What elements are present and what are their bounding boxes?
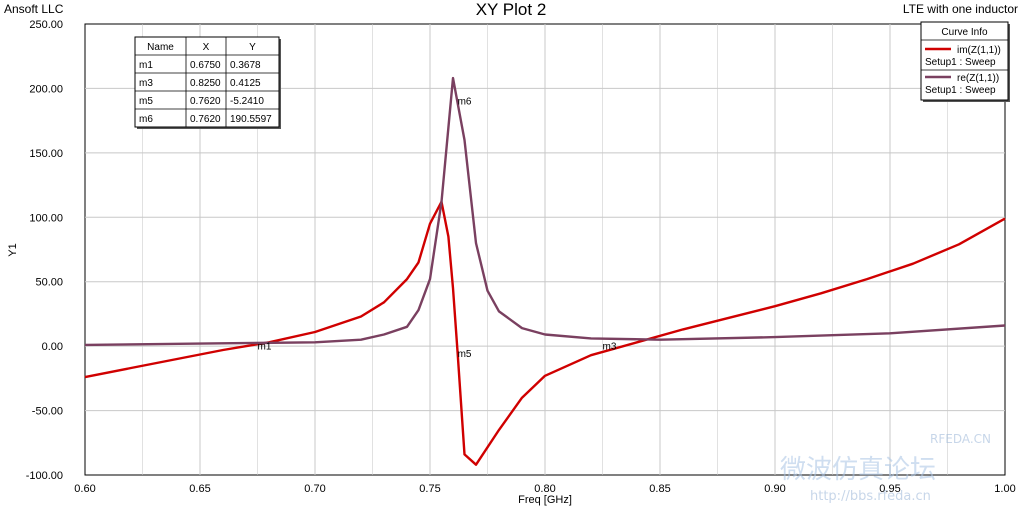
- marker-label-m1: m1: [258, 342, 272, 353]
- y-tick-label: -100.00: [26, 470, 63, 482]
- grid: [85, 24, 1005, 475]
- marker-table-cell: 0.3678: [230, 60, 261, 71]
- marker-label-m6: m6: [458, 97, 472, 108]
- marker-table-header: Y: [249, 42, 256, 53]
- watermark: RFEDA.CN 微波仿真论坛 http://bbs.rfeda.cn: [780, 432, 991, 504]
- x-tick-label: 1.00: [994, 483, 1015, 495]
- marker-table-frame: [134, 36, 280, 128]
- x-tick-label: 0.75: [419, 483, 440, 495]
- legend-entry-setup: Setup1 : Sweep: [925, 85, 996, 96]
- legend-entry-name: im(Z(1,1)): [957, 45, 1001, 56]
- series-line-im-z-1-1-: [84, 200, 1006, 466]
- series-layer: [84, 76, 1006, 466]
- x-tick-label: 0.70: [304, 483, 325, 495]
- marker-table-cell: 190.5597: [230, 114, 272, 125]
- marker-table-cell: -5.2410: [230, 96, 264, 107]
- marker-table-cell: m6: [139, 114, 153, 125]
- marker-table-cell: m3: [139, 78, 153, 89]
- marker-label-m3: m3: [603, 342, 617, 353]
- chart-title: XY Plot 2: [476, 0, 547, 19]
- design-label: LTE with one inductor: [903, 2, 1018, 16]
- marker-table-cell: m5: [139, 96, 153, 107]
- series-line-re-z-1-1-: [84, 76, 1006, 347]
- x-tick-label: 0.65: [189, 483, 210, 495]
- marker-layer: m1 m3 m5 m6: [258, 97, 617, 360]
- company-label: Ansoft LLC: [4, 2, 64, 16]
- marker-table: Name X Ym1 0.6750 0.3678 m3 0.8250 0.4125 m5 0.76…: [134, 36, 281, 129]
- marker-table-cell: 0.4125: [230, 78, 261, 89]
- y-tick-label: 150.00: [29, 148, 63, 160]
- y-tick-label: 200.00: [29, 83, 63, 95]
- watermark-url: http://bbs.rfeda.cn: [810, 489, 931, 504]
- y-tick-label: 100.00: [29, 212, 63, 224]
- legend-entry-name: re(Z(1,1)): [957, 73, 999, 84]
- x-tick-label: 0.90: [764, 483, 785, 495]
- y-axis-label: Y1: [7, 243, 19, 256]
- watermark-site: RFEDA.CN: [930, 432, 991, 446]
- marker-table-header: Name: [147, 42, 174, 53]
- legend-title: Curve Info: [941, 27, 988, 38]
- marker-table-cell: 0.6750: [190, 60, 221, 71]
- x-tick-label: 0.80: [534, 483, 555, 495]
- x-axis-label: Freq [GHz]: [518, 494, 572, 506]
- y-tick-label: 0.00: [42, 341, 63, 353]
- x-tick-label: 0.95: [879, 483, 900, 495]
- marker-table-cell: 0.7620: [190, 96, 221, 107]
- legend-entry-setup: Setup1 : Sweep: [925, 57, 996, 68]
- x-tick-label: 0.85: [649, 483, 670, 495]
- x-tick-label: 0.60: [74, 483, 95, 495]
- y-tick-label: -50.00: [32, 406, 63, 418]
- marker-label-m5: m5: [458, 349, 472, 360]
- y-tick-label: 250.00: [29, 19, 63, 31]
- y-tick-label: 50.00: [35, 277, 63, 289]
- watermark-cn: 微波仿真论坛: [780, 455, 936, 485]
- marker-table-cell: m1: [139, 60, 153, 71]
- axis-ticks: 0.60 0.65 0.70 0.75 0.80 0.85 0.90 0.95 1.00 250.…: [26, 19, 1016, 495]
- marker-table-cell: 0.8250: [190, 78, 221, 89]
- legend-frame: [920, 21, 1009, 101]
- marker-table-header: X: [203, 42, 210, 53]
- marker-table-cell: 0.7620: [190, 114, 221, 125]
